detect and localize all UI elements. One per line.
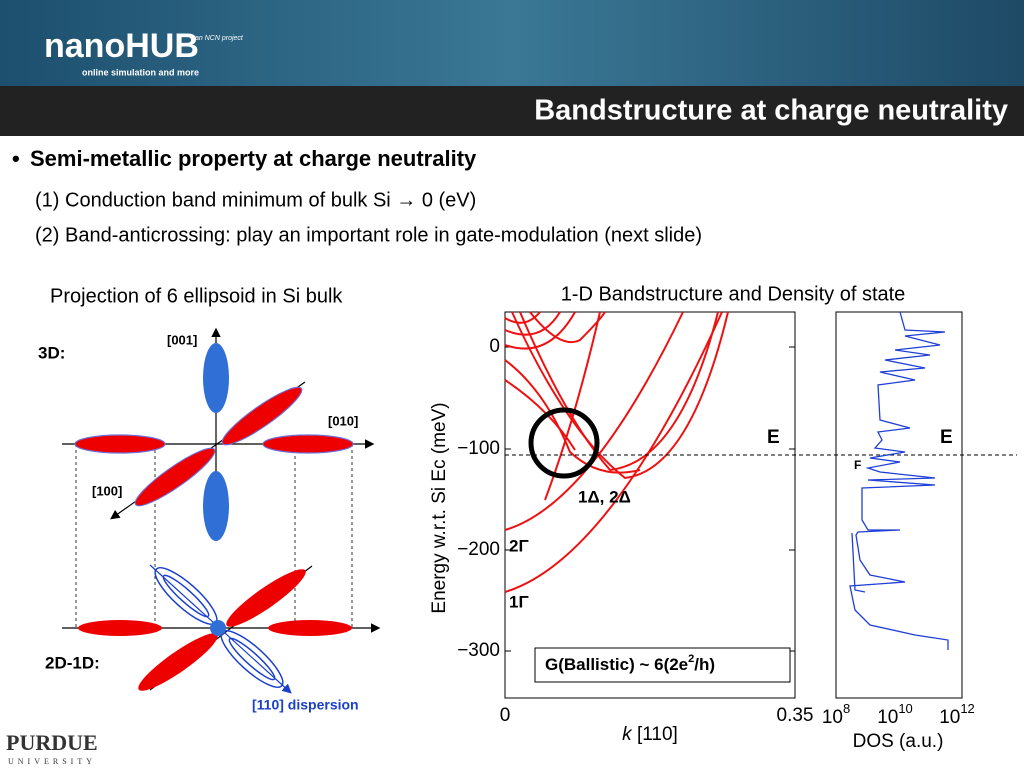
anticrossing-circle [528,407,600,479]
bullet-main: Semi-metallic property at charge neutral… [30,146,477,171]
axis-label: [010] [328,413,358,428]
slide-title: Bandstructure at charge neutrality [534,95,1008,127]
y-axis-label: Energy w.r.t. Si Ec (meV) [429,402,450,613]
tagline: online simulation and more [82,67,199,77]
left-caption: Projection of 6 ellipsoid in Si bulk [50,285,343,307]
y-tick-label: −200 [457,539,500,560]
band-annotation: 1Δ, 2Δ [578,487,631,506]
axis-label: [001] [167,332,197,347]
y-tick-label: 0 [489,336,500,357]
band-annotation: 2Γ [509,536,529,555]
band-axes [504,311,796,699]
dos-tick-label: 1010 [877,701,913,728]
dos-axis-label: DOS (a.u.) [853,731,944,752]
fermi-label: E [940,427,953,448]
title-bar [0,86,1024,136]
dos-tick-label: 108 [822,701,850,728]
conductance-label: G(Ballistic) ~ 6(2e2/h) [545,653,715,675]
bullet-item: (1) Conduction band minimum of bulk Si →… [35,189,476,211]
axis-label: [100] [92,483,122,498]
header-banner [0,0,1024,86]
x-tick-label: 0 [500,705,511,726]
dispersion-label: [110] dispersion [252,697,359,713]
x-axis-label: k [110] [622,724,678,745]
logo: nanoHUB [44,27,199,65]
project: an NCN project [195,35,244,42]
band-annotation: 1Γ [509,592,529,611]
figure-panel [425,282,1017,768]
label-3d: 3D: [38,343,65,362]
ellipsoid-diagram [62,327,381,694]
fermi-label: F [854,458,861,472]
bullet-item: (2) Band-anticrossing: play an important… [35,224,702,246]
university-subtitle: UNIVERSITY [8,757,96,766]
band-ticks [505,346,795,652]
y-tick-label: −100 [457,438,500,459]
fermi-label: E [767,427,780,448]
dos-curve [851,532,866,593]
university-logo: PURDUE [6,730,98,755]
dos-axes [835,311,963,699]
dos-tick-label: 1012 [939,701,975,728]
label-2d1d: 2D-1D: [45,653,100,672]
bullet-mark: • [12,146,20,171]
conductance-box [534,647,791,683]
dos-curve [849,311,949,650]
y-tick-label: −300 [457,640,500,661]
right-caption: 1-D Bandstructure and Density of state [561,283,906,305]
x-tick-label: 0.35 [777,705,814,726]
